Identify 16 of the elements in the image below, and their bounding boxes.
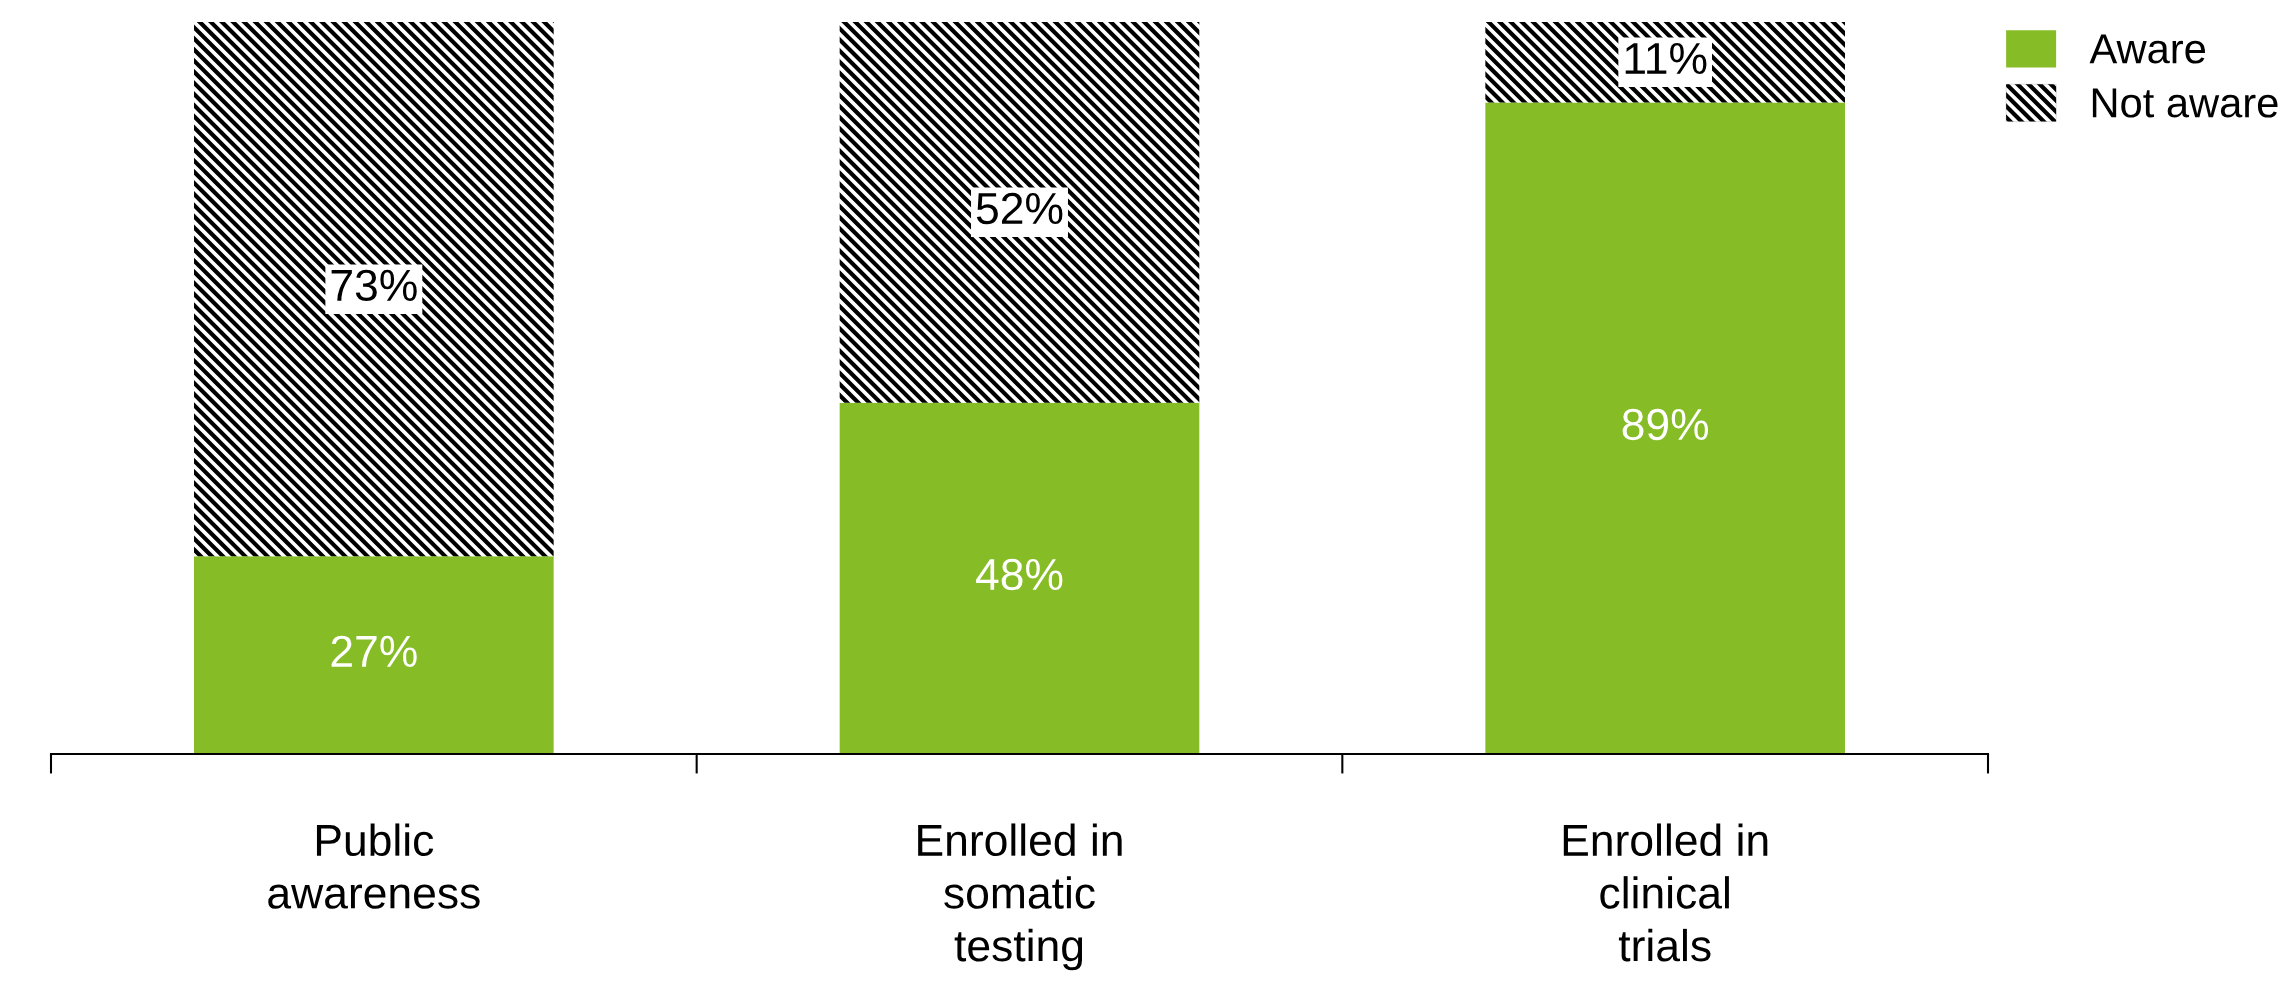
data-label: 73% [331, 269, 417, 302]
x-tick-label: Public awareness [268, 823, 480, 909]
legend-label: Aware [2089, 34, 2205, 64]
data-label: 89% [1622, 408, 1709, 441]
data-label: 52% [976, 192, 1063, 225]
legend-label: Not aware [2092, 88, 2278, 118]
bar [839, 402, 1200, 754]
data-label: 27% [331, 635, 417, 667]
x-tick-label: Enrolled in clinical trials [1563, 823, 1768, 962]
bar [839, 22, 1200, 403]
bar [1485, 102, 1845, 754]
data-label: 48% [976, 558, 1063, 591]
bar [194, 22, 554, 557]
x-tick-label: Enrolled in somatic testing [918, 823, 1122, 971]
data-label: 11% [1625, 42, 1707, 75]
bar [194, 556, 554, 754]
